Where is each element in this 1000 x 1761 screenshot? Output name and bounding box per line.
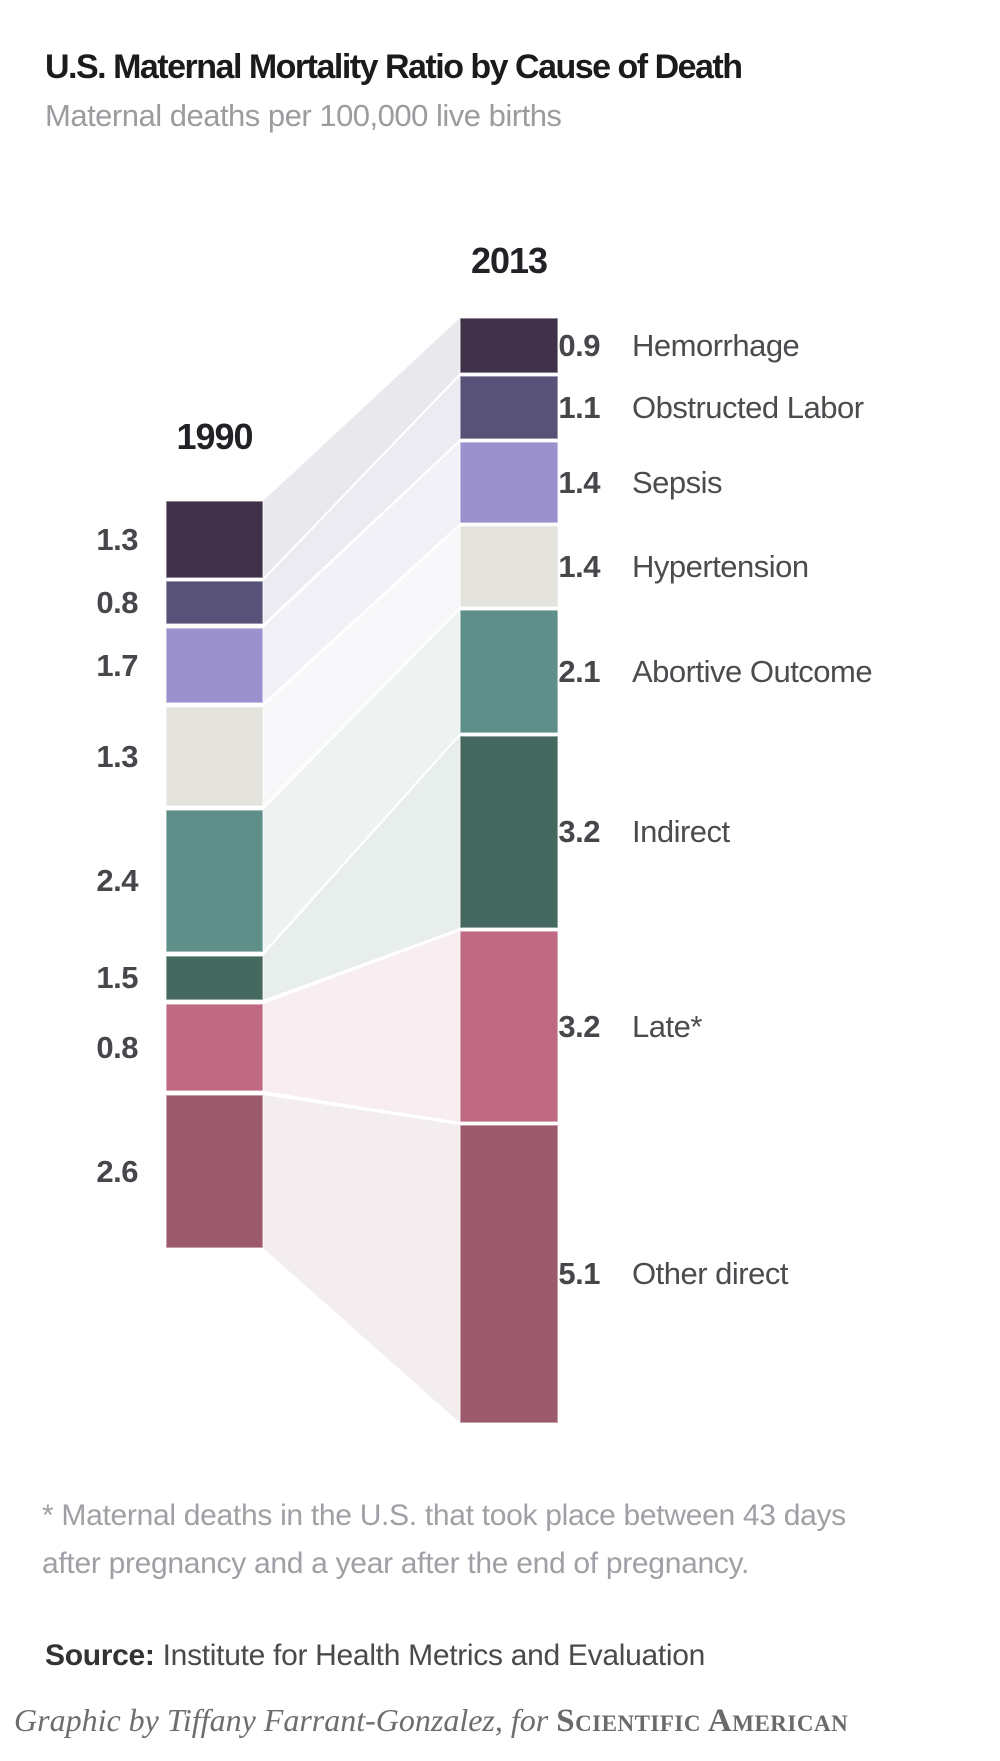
source-text: Institute for Health Metrics and Evaluat… (154, 1639, 706, 1672)
bar-segment-2013-hypertension (459, 525, 559, 608)
value-label-2013-abortive-outcome: 2.1 (558, 653, 600, 689)
bar-segment-1990-hemorrhage (165, 500, 264, 579)
bar-segment-1990-obstructed-labor (165, 580, 264, 625)
value-label-1990-indirect: 1.5 (96, 960, 138, 995)
category-label-hypertension: Hypertension (632, 548, 809, 584)
bar-segment-2013-other-direct (459, 1124, 559, 1424)
bar-segment-1990-other-direct (165, 1094, 264, 1249)
value-label-2013-other-direct: 5.1 (558, 1256, 600, 1291)
flow-band-late (263, 931, 460, 1122)
value-label-2013-obstructed-labor: 1.1 (558, 389, 600, 425)
bar-segment-2013-indirect (459, 735, 559, 929)
category-label-obstructed-labor: Obstructed Labor (632, 389, 864, 425)
category-label-late: Late* (632, 1008, 702, 1044)
bar-segment-1990-sepsis (165, 627, 264, 704)
year-label-2013: 2013 (470, 240, 548, 281)
year-label-1990: 1990 (176, 416, 253, 457)
category-label-abortive-outcome: Abortive Outcome (632, 653, 873, 689)
value-label-1990-late: 0.8 (96, 1029, 138, 1065)
footnote: * Maternal deaths in the U.S. that took … (42, 1499, 846, 1580)
bar-segment-2013-obstructed-labor (459, 375, 559, 440)
category-label-indirect: Indirect (632, 814, 730, 849)
category-label-other-direct: Other direct (632, 1256, 788, 1291)
category-label-sepsis: Sepsis (632, 464, 723, 500)
value-label-1990-abortive-outcome: 2.4 (96, 863, 138, 898)
flow-band-indirect (263, 736, 460, 1000)
credit-brand: Scientific American (556, 1703, 849, 1739)
value-label-1990-sepsis: 1.7 (96, 647, 138, 683)
bar-segment-1990-late (165, 1003, 264, 1092)
bar-segment-1990-indirect (165, 955, 264, 1001)
value-label-2013-sepsis: 1.4 (558, 464, 600, 500)
value-label-2013-late: 3.2 (558, 1008, 600, 1044)
flow-band-sepsis (263, 442, 460, 703)
value-label-1990-obstructed-labor: 0.8 (96, 584, 138, 620)
bar-segment-1990-abortive-outcome (165, 809, 264, 953)
source-line: Source: Institute for Health Metrics and… (45, 1636, 705, 1676)
flow-band-obstructed-labor (263, 376, 460, 624)
category-label-hemorrhage: Hemorrhage (632, 327, 800, 363)
credit-line: Graphic by Tiffany Farrant-Gonzalez, for… (14, 1698, 848, 1743)
flow-band-abortive-outcome (263, 610, 460, 952)
page-title: U.S. Maternal Mortality Ratio by Cause o… (45, 48, 743, 86)
page-subtitle: Maternal deaths per 100,000 live births (45, 98, 562, 133)
credit-text: Graphic by Tiffany Farrant-Gonzalez, for (14, 1702, 557, 1738)
bar-segment-1990-hypertension (165, 706, 264, 807)
source-label: Source: (45, 1639, 155, 1672)
flow-band-hemorrhage (263, 318, 460, 578)
value-label-1990-hypertension: 1.3 (96, 738, 138, 774)
value-label-1990-other-direct: 2.6 (96, 1153, 138, 1189)
flow-band-other-direct (263, 1095, 460, 1423)
value-label-2013-hypertension: 1.4 (558, 548, 600, 584)
value-label-2013-hemorrhage: 0.9 (558, 327, 600, 363)
value-label-2013-indirect: 3.2 (558, 814, 600, 849)
bar-segment-2013-hemorrhage (459, 317, 559, 374)
bar-segment-2013-late (459, 930, 559, 1123)
bar-segment-2013-sepsis (459, 441, 559, 524)
value-label-1990-hemorrhage: 1.3 (96, 521, 138, 557)
bar-segment-2013-abortive-outcome (459, 609, 559, 734)
flow-band-hypertension (263, 526, 460, 806)
